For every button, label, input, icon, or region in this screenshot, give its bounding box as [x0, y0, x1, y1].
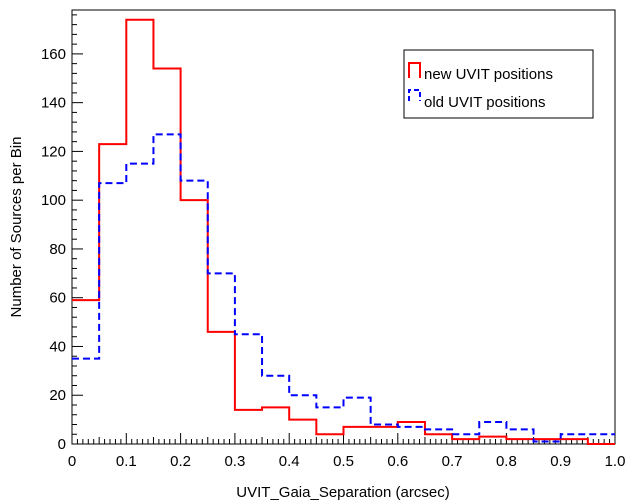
x-tick-label: 0.9	[550, 453, 571, 470]
y-tick-label: 160	[41, 46, 66, 63]
legend-label-old: old UVIT positions	[424, 94, 545, 111]
y-tick-label: 120	[41, 143, 66, 160]
y-axis-ticks: 0 20 40 60 80 100 120 140 160	[41, 14, 83, 453]
x-tick-label: 0.1	[116, 453, 137, 470]
series-layer	[72, 18, 615, 445]
x-axis-ticks: 0 0.1 0.2 0.3 0.4 0.5 0.6 0.7 0.8 0.9 1.0	[68, 433, 626, 470]
legend-label-new: new UVIT positions	[424, 66, 553, 83]
y-tick-label: 140	[41, 95, 66, 112]
legend-box	[403, 49, 594, 119]
x-tick-label: 0	[68, 453, 76, 470]
x-tick-label: 0.7	[442, 453, 463, 470]
x-tick-label: 1.0	[605, 453, 626, 470]
legend-swatch-new	[408, 62, 421, 78]
y-tick-label: 40	[49, 338, 66, 355]
x-tick-label: 0.2	[170, 453, 191, 470]
y-tick-label: 60	[49, 290, 66, 307]
x-tick-label: 0.4	[279, 453, 300, 470]
y-tick-label: 0	[58, 436, 66, 453]
x-tick-label: 0.5	[333, 453, 354, 470]
x-axis-title: UVIT_Gaia_Separation (arcsec)	[236, 484, 449, 501]
legend: new UVIT positions old UVIT positions	[403, 49, 594, 119]
x-tick-label: 0.6	[387, 453, 408, 470]
x-tick-label: 0.8	[496, 453, 517, 470]
series-old-uvit-line	[72, 133, 615, 443]
series-new-uvit-line	[72, 18, 615, 445]
legend-swatch-old	[408, 89, 421, 101]
y-tick-label: 20	[49, 387, 66, 404]
y-tick-label: 100	[41, 192, 66, 209]
x-tick-label: 0.3	[224, 453, 245, 470]
y-tick-label: 80	[49, 241, 66, 258]
y-axis-title: Number of Sources per Bin	[8, 137, 25, 318]
